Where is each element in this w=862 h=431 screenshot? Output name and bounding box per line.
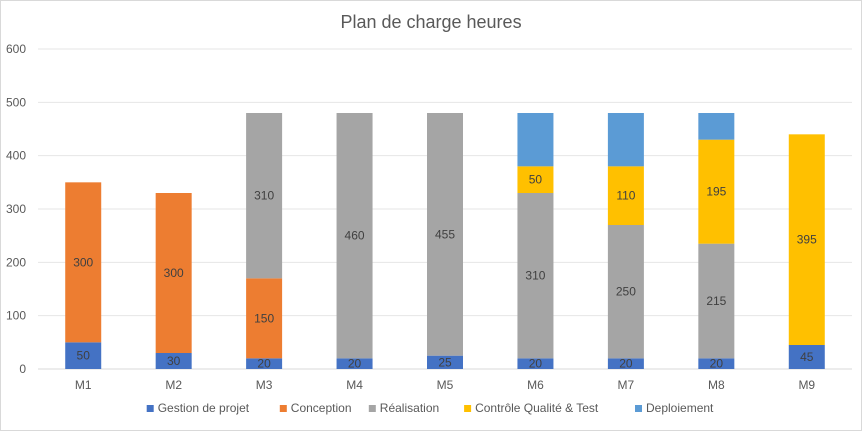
x-tick-label: M3 xyxy=(256,378,273,392)
bar-segment xyxy=(607,113,644,167)
data-label: 310 xyxy=(254,189,274,203)
y-axis-ticks: 0 100 200 300 400 500 600 xyxy=(6,42,26,376)
legend-item: Gestion de projet xyxy=(146,401,250,415)
data-label: 215 xyxy=(706,294,726,308)
data-labels: 50 300 30 300 20 150 310 20 460 25 455 20 310 50 20 250… xyxy=(73,173,817,371)
legend-label: Contrôle Qualité & Test xyxy=(475,401,599,415)
legend-label: Conception xyxy=(291,401,352,415)
data-label: 50 xyxy=(77,349,91,363)
bar-segment xyxy=(155,353,192,369)
y-tick-label: 100 xyxy=(6,309,26,323)
x-tick-label: M9 xyxy=(798,378,815,392)
data-label: 460 xyxy=(345,229,365,243)
bar-segment xyxy=(336,358,373,369)
bar-segment xyxy=(607,358,644,369)
bar-segment xyxy=(788,134,825,345)
y-tick-label: 300 xyxy=(6,202,26,216)
bar-segment xyxy=(246,358,283,369)
bar-segment xyxy=(698,358,735,369)
y-tick-label: 200 xyxy=(6,255,26,269)
data-label: 20 xyxy=(619,357,633,371)
bar-segment xyxy=(517,193,554,359)
bar-segment xyxy=(65,182,102,343)
legend: Gestion de projet Conception Réalisation Co… xyxy=(146,401,714,415)
data-label: 20 xyxy=(348,357,362,371)
data-label: 25 xyxy=(438,355,452,369)
legend-label: Réalisation xyxy=(380,401,439,415)
x-tick-label: M2 xyxy=(165,378,182,392)
legend-swatch xyxy=(368,405,376,412)
legend-item: Conception xyxy=(279,401,352,415)
bar-segment xyxy=(517,358,554,369)
x-axis-ticks: M1 M2 M3 M4 M5 M6 M7 M8 M9 xyxy=(75,378,816,392)
chart-title: Plan de charge heures xyxy=(340,12,521,32)
legend-label: Gestion de projet xyxy=(158,401,250,415)
bar-segment xyxy=(517,166,554,193)
data-label: 110 xyxy=(616,189,635,203)
data-label: 50 xyxy=(529,173,543,187)
bar-segment xyxy=(246,278,283,359)
bar-segment xyxy=(155,193,192,353)
bar-segment xyxy=(65,342,102,369)
bar-segment xyxy=(698,243,735,359)
data-label: 150 xyxy=(254,311,274,325)
data-label: 250 xyxy=(616,285,636,299)
legend-label: Deploiement xyxy=(646,401,714,415)
y-tick-label: 0 xyxy=(19,362,26,376)
bar-segment xyxy=(427,355,463,369)
x-tick-label: M7 xyxy=(618,378,635,392)
bar-segment xyxy=(698,139,735,244)
x-tick-label: M8 xyxy=(708,378,725,392)
y-tick-label: 500 xyxy=(6,95,26,109)
bar-segment xyxy=(788,345,825,369)
y-tick-label: 600 xyxy=(6,42,26,56)
data-label: 20 xyxy=(257,357,271,371)
legend-item: Deploiement xyxy=(635,401,714,415)
legend-item: Réalisation xyxy=(368,401,439,415)
data-label: 455 xyxy=(435,227,455,241)
x-tick-label: M6 xyxy=(527,378,544,392)
x-tick-label: M1 xyxy=(75,378,92,392)
x-tick-label: M4 xyxy=(346,378,363,392)
data-label: 300 xyxy=(164,266,184,280)
bar-segment xyxy=(246,113,283,279)
bar-segment xyxy=(607,225,644,359)
data-label: 310 xyxy=(525,269,545,283)
data-label: 20 xyxy=(529,357,543,371)
data-label: 20 xyxy=(710,357,724,371)
bars xyxy=(65,113,825,369)
legend-swatch xyxy=(464,405,472,412)
data-label: 195 xyxy=(706,185,726,199)
bar-segment xyxy=(607,166,644,225)
legend-swatch xyxy=(279,405,287,412)
data-label: 30 xyxy=(167,354,181,368)
x-tick-label: M5 xyxy=(437,378,454,392)
y-tick-label: 400 xyxy=(6,149,26,163)
legend-swatch xyxy=(146,405,154,412)
bar-segment xyxy=(336,113,373,359)
legend-swatch xyxy=(635,405,642,412)
bar-segment xyxy=(517,113,554,167)
data-label: 45 xyxy=(800,350,814,364)
bar-segment xyxy=(698,113,735,140)
bar-segment xyxy=(427,113,463,356)
legend-item: Contrôle Qualité & Test xyxy=(464,401,599,415)
data-label: 300 xyxy=(73,255,93,269)
data-label: 395 xyxy=(797,233,817,247)
